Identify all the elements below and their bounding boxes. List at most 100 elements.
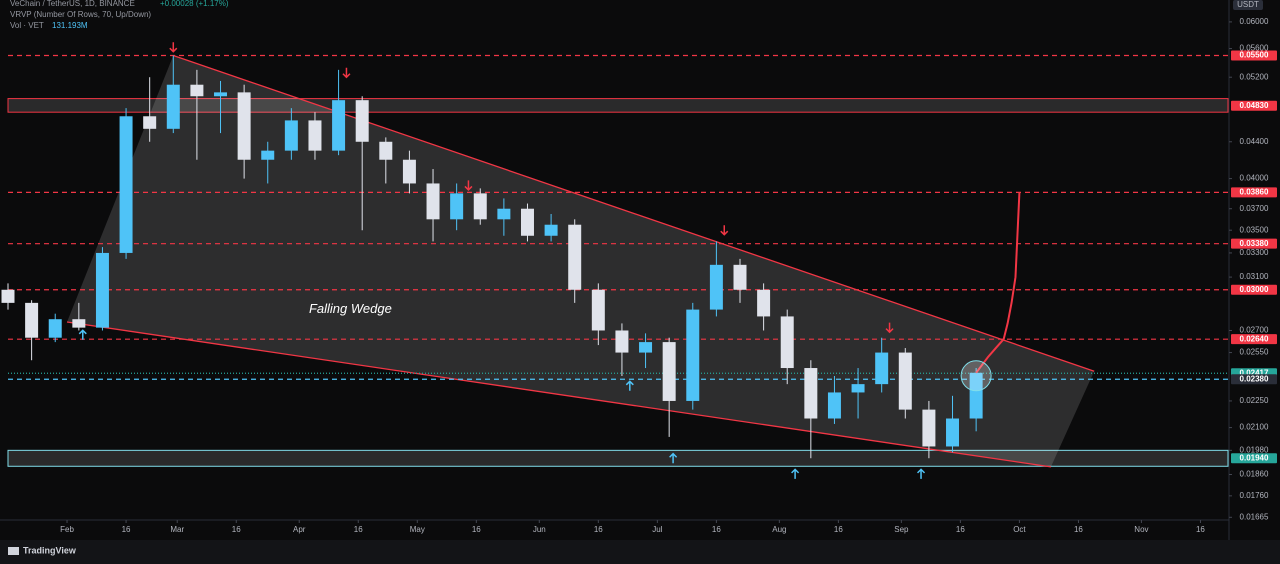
level-label-box xyxy=(1231,50,1277,61)
y-tick-label: 0.01760 xyxy=(1240,491,1269,500)
zone xyxy=(7,98,1229,113)
x-tick-label: Mar xyxy=(170,525,184,534)
candle-body xyxy=(261,150,275,160)
level-label-box xyxy=(1231,100,1277,111)
candle-body xyxy=(733,264,747,290)
symbol: VeChain / TetherUS, 1D, BINANCE xyxy=(10,0,135,8)
arrow-marker xyxy=(78,329,87,340)
x-tick-label: Nov xyxy=(1134,525,1148,534)
candle-body xyxy=(875,352,889,385)
x-tick-label: Aug xyxy=(772,525,786,534)
y-tick-label: 0.04400 xyxy=(1240,137,1269,146)
candle-body xyxy=(450,193,464,220)
level-label-box xyxy=(1231,334,1277,345)
candle-body xyxy=(827,392,841,419)
arrow-marker xyxy=(669,452,678,464)
x-tick-label: Apr xyxy=(293,525,306,534)
candle-body xyxy=(922,409,936,447)
x-tick-label: Jul xyxy=(652,525,662,534)
volume-name: Vol · VET xyxy=(10,21,44,30)
candle-body xyxy=(214,92,228,97)
annotation: Falling Wedge xyxy=(309,301,392,316)
currency-box xyxy=(1233,0,1263,10)
x-tick-label: 16 xyxy=(122,525,131,534)
y-tick-label: 0.05200 xyxy=(1240,72,1269,81)
candle-body xyxy=(1,289,15,303)
level-label: 0.01940 xyxy=(1240,453,1269,462)
candle-body xyxy=(898,352,912,410)
x-tick-label: 16 xyxy=(956,525,965,534)
candle-body xyxy=(72,319,86,328)
y-tick-label: 0.03700 xyxy=(1240,204,1269,213)
x-tick-label: Oct xyxy=(1013,525,1026,534)
projection xyxy=(975,192,1021,374)
y-tick-label: 0.06000 xyxy=(1240,17,1269,26)
candle-body xyxy=(804,368,818,419)
x-tick-label: 16 xyxy=(594,525,603,534)
y-tick-label: 0.04000 xyxy=(1240,174,1269,183)
arrow-marker xyxy=(342,67,351,79)
candle-body xyxy=(662,342,676,401)
level-label-box xyxy=(1231,238,1277,249)
candle-body xyxy=(946,418,960,447)
y-tick-label: 0.02700 xyxy=(1240,326,1269,335)
candle-body xyxy=(780,316,794,369)
y-tick-label: 0.01860 xyxy=(1240,470,1269,479)
candle-body xyxy=(355,100,369,142)
x-tick-label: Jun xyxy=(533,525,546,534)
candle-body xyxy=(402,159,416,184)
arrow-marker xyxy=(169,42,178,53)
candle-body xyxy=(568,224,582,290)
y-tick-label: 0.01980 xyxy=(1240,445,1269,454)
wedge-line xyxy=(66,321,1051,468)
wedge-line xyxy=(173,54,1095,372)
y-tick-label: 0.03300 xyxy=(1240,248,1269,257)
candle-body xyxy=(686,309,700,401)
volume-value: 131.193M xyxy=(52,21,88,30)
candle-body xyxy=(497,208,511,220)
x-tick-label: 16 xyxy=(232,525,241,534)
candle-body xyxy=(379,141,393,160)
candle-body xyxy=(520,208,534,236)
arrow-marker xyxy=(917,468,926,479)
level-label-box xyxy=(1231,187,1277,198)
y-tick-label: 0.03500 xyxy=(1240,225,1269,234)
y-tick-label: 0.03100 xyxy=(1240,272,1269,281)
candle-body xyxy=(308,120,322,151)
candle-body xyxy=(969,372,983,419)
highlight xyxy=(960,360,992,392)
x-tick-label: 16 xyxy=(472,525,481,534)
level-label: 0.02640 xyxy=(1240,334,1269,343)
candle-body xyxy=(544,224,558,236)
level-label: 0.02380 xyxy=(1240,374,1269,383)
candle-body xyxy=(95,252,109,328)
x-tick-label: 16 xyxy=(1074,525,1083,534)
brand[interactable]: TradingView xyxy=(23,545,77,555)
level-label-box xyxy=(1231,453,1277,464)
candle-body xyxy=(166,84,180,129)
arrow-marker xyxy=(791,468,800,479)
candle-body xyxy=(143,116,157,129)
level-label-box xyxy=(1231,284,1277,295)
x-tick-label: May xyxy=(410,525,425,534)
y-tick-label: 0.02100 xyxy=(1240,423,1269,432)
candle-body xyxy=(190,84,204,97)
y-tick-label: 0.01665 xyxy=(1240,512,1269,521)
candle-body xyxy=(48,319,62,338)
candle-body xyxy=(757,289,771,317)
candle-body xyxy=(591,289,605,331)
arrow-marker xyxy=(885,322,894,334)
level-label: 0.03380 xyxy=(1240,239,1269,248)
y-tick-label: 0.02250 xyxy=(1240,396,1269,405)
y-tick-label: 0.05600 xyxy=(1240,44,1269,53)
candle-body xyxy=(284,120,298,151)
candle-body xyxy=(25,302,39,338)
candle-body xyxy=(237,92,251,160)
indicator: VRVP (Number Of Rows, 70, Up/Down) xyxy=(10,10,151,19)
x-tick-label: 16 xyxy=(834,525,843,534)
level-label: 0.05500 xyxy=(1240,51,1269,60)
level-label: 0.03860 xyxy=(1240,187,1269,196)
x-tick-label: 16 xyxy=(1196,525,1205,534)
candle-body xyxy=(615,330,629,353)
